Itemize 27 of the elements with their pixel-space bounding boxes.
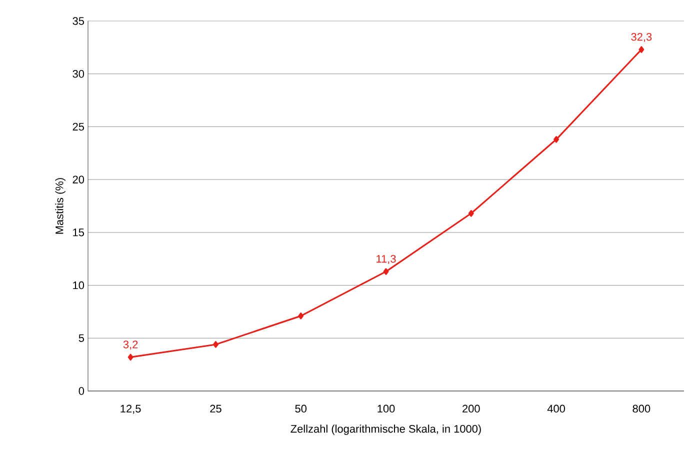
data-label: 11,3 xyxy=(376,254,396,264)
point xyxy=(638,46,644,53)
point xyxy=(298,312,304,320)
point xyxy=(128,354,134,361)
y-axis-title: Mastitis (%) xyxy=(55,178,66,234)
y-tick-label: 0 xyxy=(78,387,84,395)
x-tick-label: 100 xyxy=(378,404,395,413)
data-label: 32,3 xyxy=(631,32,652,42)
point xyxy=(554,136,560,143)
y-tick-label: 5 xyxy=(78,334,84,342)
point xyxy=(383,268,389,275)
x-tick-label: 400 xyxy=(547,404,565,413)
y-tick-label: 15 xyxy=(73,228,84,236)
y-tick-label: 25 xyxy=(72,122,84,131)
y-tick-label: 35 xyxy=(72,17,84,25)
x-tick-label: 25 xyxy=(210,404,222,413)
point xyxy=(468,210,474,217)
x-tick-label: 50 xyxy=(295,404,307,413)
x-tick-label: 200 xyxy=(462,404,480,413)
y-tick-label: 30 xyxy=(72,70,84,78)
x-axis-title: Zellzahl (logarithmische Skala, in 1000) xyxy=(290,424,481,435)
y-tick-label: 10 xyxy=(73,281,84,290)
point xyxy=(212,341,218,348)
data-label: 3,2 xyxy=(123,340,138,350)
x-tick-label: 12,5 xyxy=(120,404,141,414)
x-tick-label: 800 xyxy=(632,404,650,413)
y-tick-label: 20 xyxy=(72,176,84,184)
